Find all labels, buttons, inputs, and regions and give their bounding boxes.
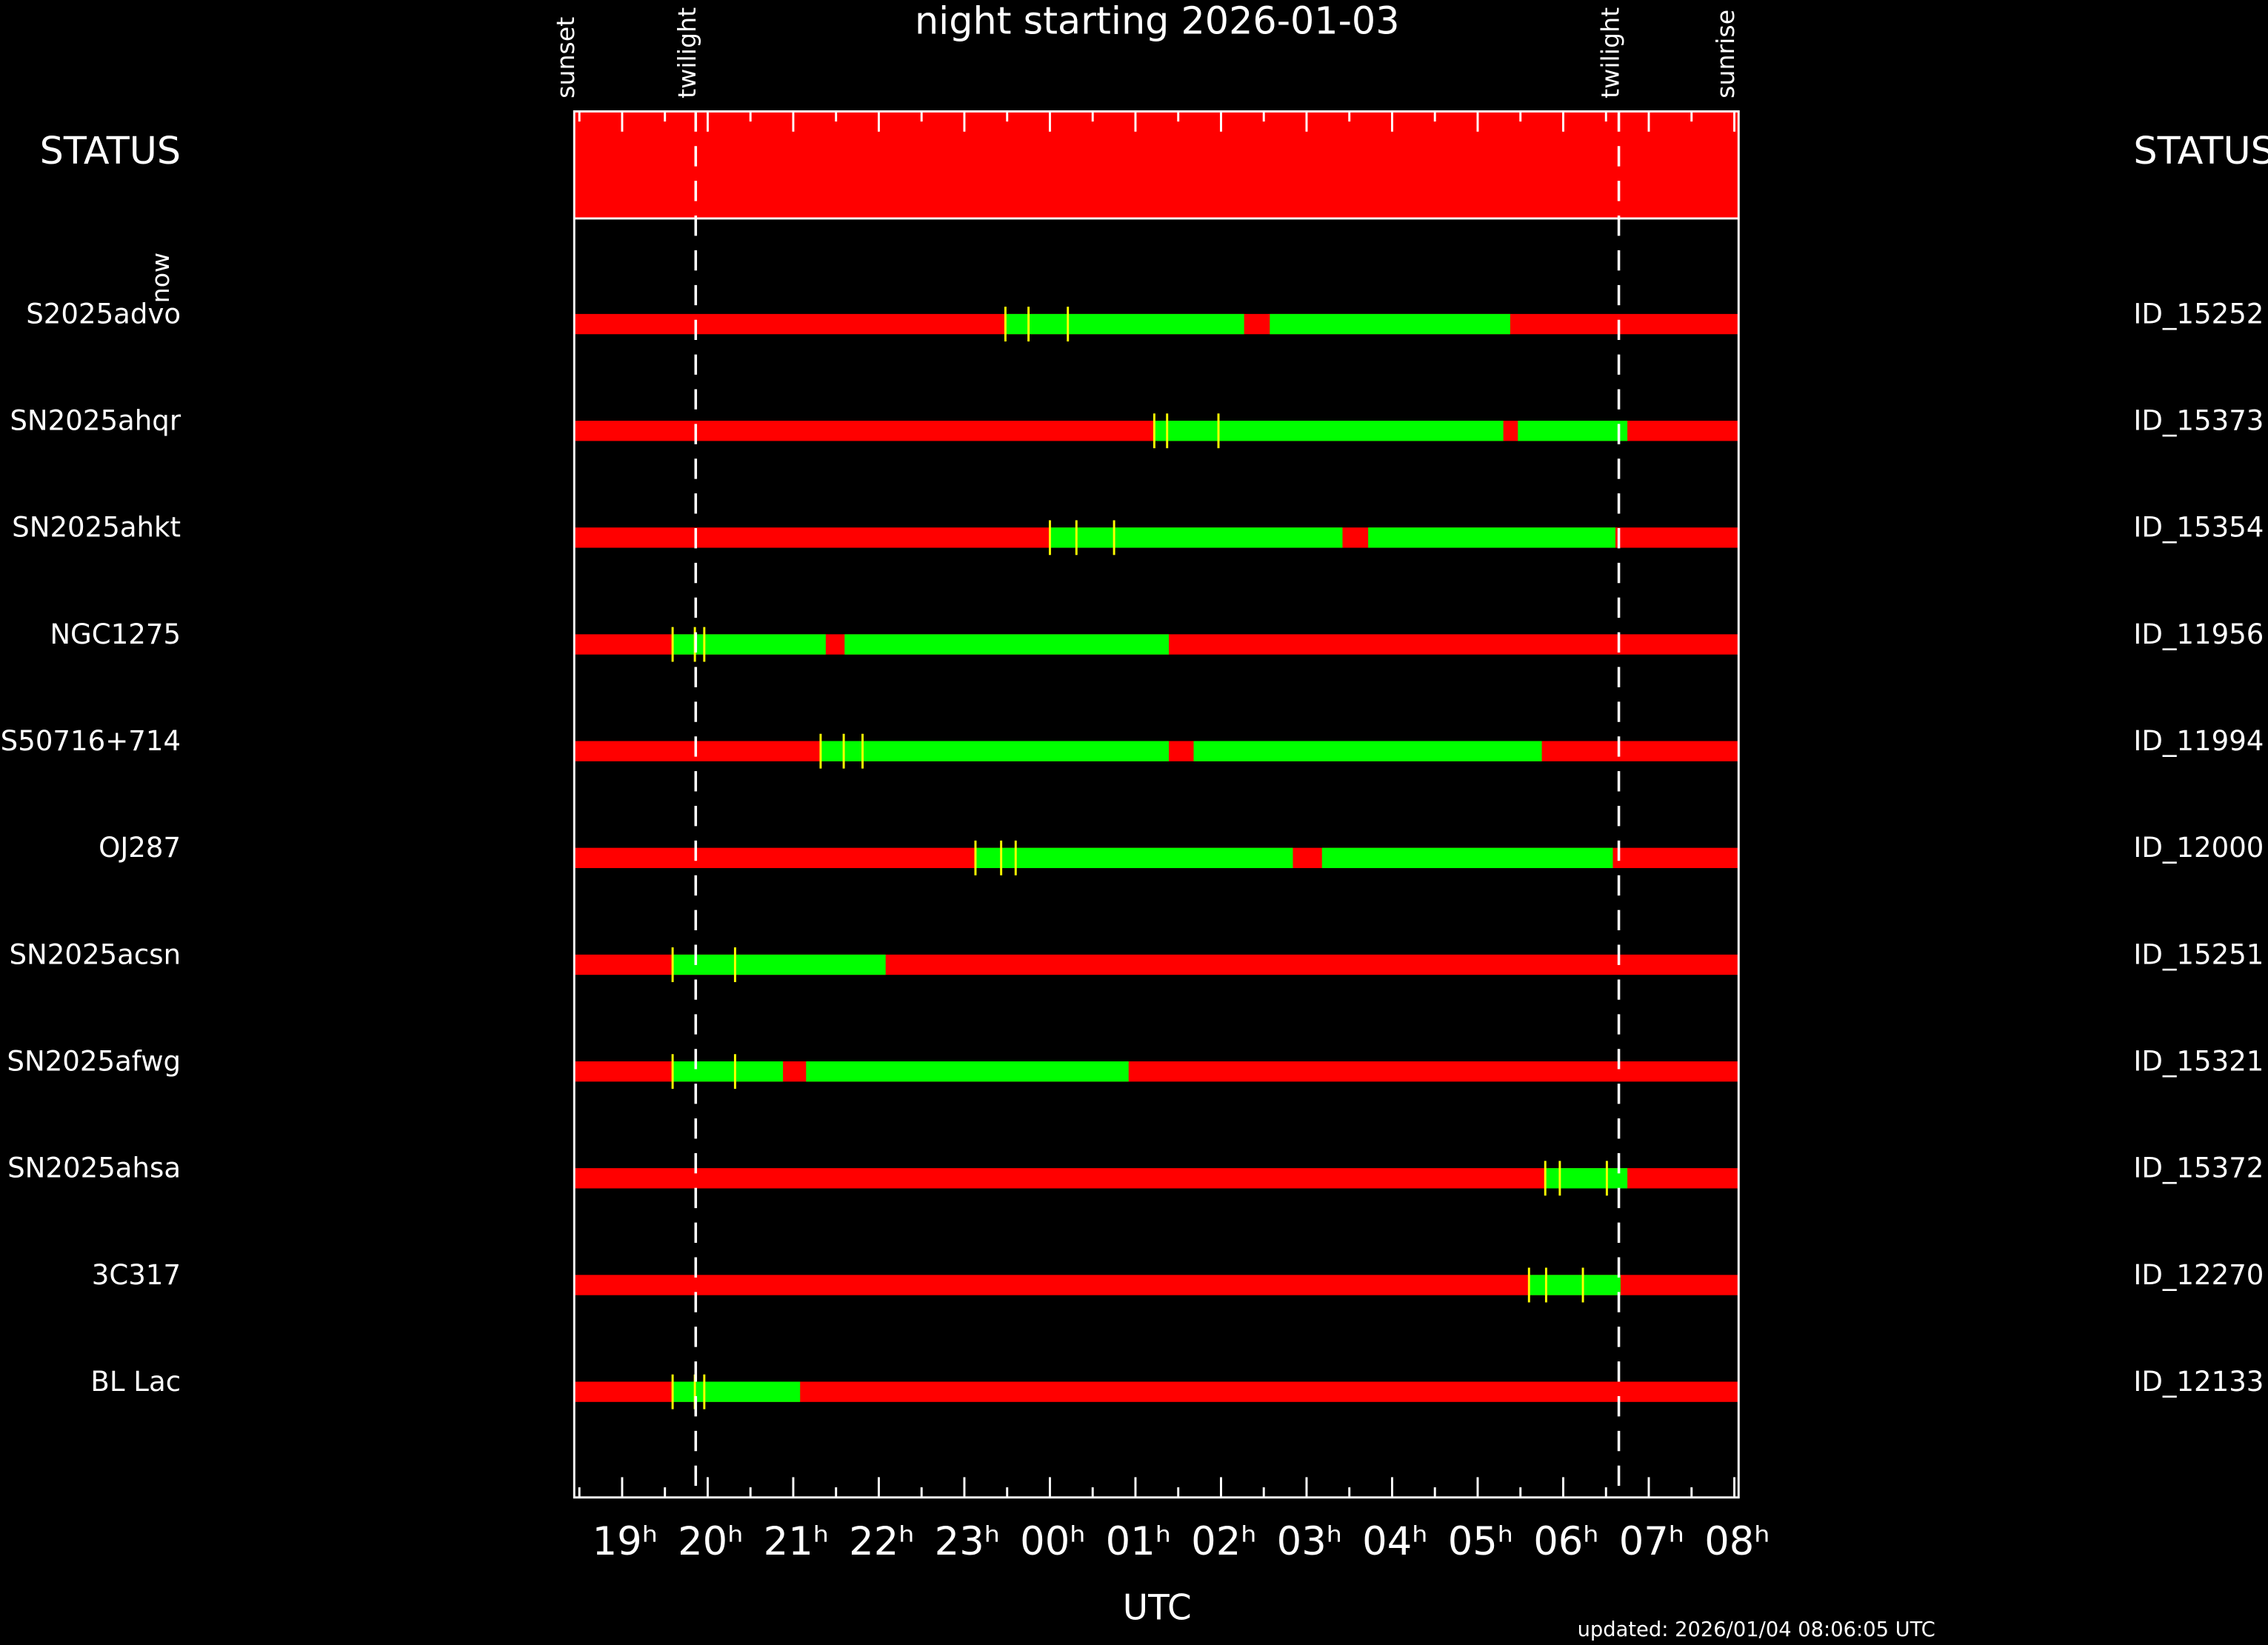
x-tick-label: 22ʰ: [849, 1519, 914, 1564]
visibility-window: [1154, 421, 1504, 441]
row-id: ID_15321: [2133, 1045, 2264, 1077]
row-name: OJ287: [99, 832, 181, 864]
x-tick-label: 20ʰ: [678, 1519, 743, 1564]
event-label: sunrise: [1711, 10, 1740, 99]
row-id: ID_15373: [2133, 404, 2264, 436]
row-id: ID_12270: [2133, 1259, 2264, 1291]
row-name: SN2025ahqr: [10, 404, 181, 436]
x-tick-label: 07ʰ: [1619, 1519, 1684, 1564]
event-label: twilight: [673, 7, 701, 99]
x-tick-label: 05ʰ: [1448, 1519, 1513, 1564]
x-tick-label: 01ʰ: [1106, 1519, 1171, 1564]
visibility-window: [1321, 847, 1613, 869]
visibility-window: [673, 634, 826, 655]
visibility-window: [1050, 527, 1343, 548]
row-name: SN2025acsn: [9, 938, 181, 970]
visibility-window: [673, 954, 886, 975]
visibility-window: [1193, 741, 1542, 761]
x-tick-label: 19ʰ: [593, 1519, 658, 1564]
visibility-window: [1518, 421, 1628, 441]
visibility-window: [1545, 1168, 1628, 1189]
status-bar: [574, 111, 1739, 218]
x-tick-label: 08ʰ: [1704, 1519, 1770, 1564]
chart-title: night starting 2026-01-03: [915, 0, 1400, 42]
visibility-window: [1368, 527, 1615, 548]
row-id: ID_12000: [2133, 832, 2264, 864]
x-tick-label: 06ʰ: [1533, 1519, 1598, 1564]
updated-label: updated: 2026/01/04 08:06:05 UTC: [1578, 1618, 1935, 1641]
event-label: twilight: [1595, 7, 1624, 99]
status-label: STATUS: [2133, 129, 2268, 173]
x-tick-label: 00ʰ: [1020, 1519, 1085, 1564]
row-name: SN2025ahsa: [7, 1152, 181, 1184]
row-name: SN2025ahkt: [12, 512, 181, 544]
row-name: 3C317: [92, 1259, 181, 1291]
x-tick-label: 23ʰ: [935, 1519, 1000, 1564]
x-tick-label: 21ʰ: [764, 1519, 829, 1564]
row-id: ID_12133: [2133, 1366, 2264, 1398]
row-name: BL Lac: [90, 1366, 181, 1398]
visibility-window: [806, 1061, 1129, 1082]
x-tick-label: 02ʰ: [1191, 1519, 1256, 1564]
row-id: ID_11994: [2133, 725, 2264, 757]
visibility-window: [1270, 313, 1510, 335]
visibility-window: [844, 634, 1170, 655]
row-name: SN2025afwg: [7, 1045, 181, 1077]
now-label: now: [146, 253, 175, 303]
visibility-window: [673, 1061, 784, 1082]
visibility-window: [820, 741, 1170, 761]
x-tick-label: 03ʰ: [1277, 1519, 1342, 1564]
plot-frame: [573, 110, 1740, 1499]
row-name: S50716+714: [1, 725, 181, 757]
x-axis-label: UTC: [1123, 1588, 1192, 1629]
row-name: NGC1275: [50, 618, 181, 650]
row-id: ID_15372: [2133, 1152, 2264, 1184]
event-label: sunset: [551, 17, 580, 99]
row-id: ID_15252: [2133, 298, 2264, 330]
visibility-window: [673, 1381, 801, 1402]
row-id: ID_11956: [2133, 618, 2264, 650]
x-tick-label: 04ʰ: [1362, 1519, 1427, 1564]
visibility-window: [975, 847, 1293, 869]
row-id: ID_15251: [2133, 938, 2264, 970]
visibility-window: [1529, 1275, 1621, 1295]
row-name: S2025advo: [26, 298, 181, 330]
row-id: ID_15354: [2133, 512, 2264, 544]
visibility-window: [1005, 313, 1244, 335]
status-label: STATUS: [40, 129, 181, 173]
